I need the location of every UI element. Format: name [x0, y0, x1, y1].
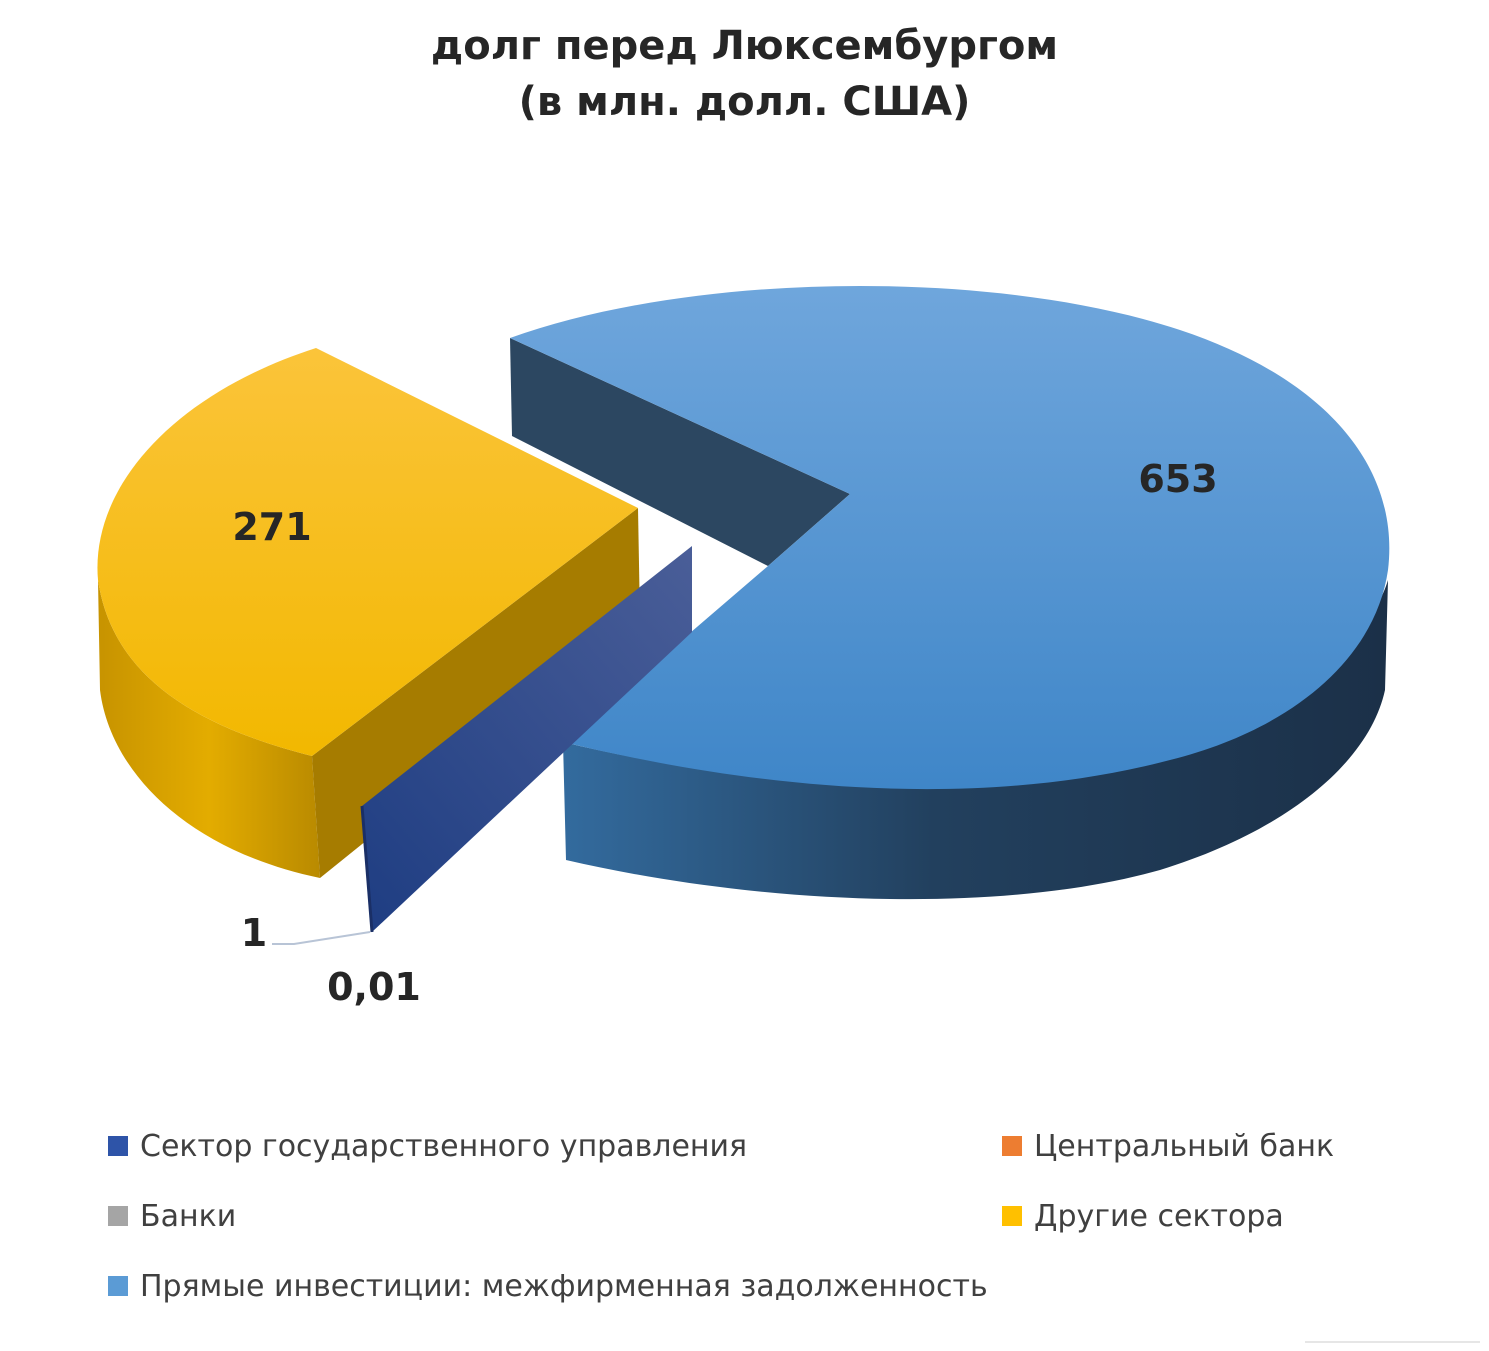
leader-line-banks	[272, 931, 371, 945]
slice-government-wall	[362, 546, 692, 932]
slice-direct-investment	[510, 285, 1390, 900]
chart-title: долг перед Люксембургом (в млн. долл. СШ…	[0, 18, 1489, 130]
data-label-banks: 1	[241, 911, 267, 955]
legend-item-banks: Банки	[108, 1196, 236, 1236]
legend-swatch-government	[108, 1136, 128, 1156]
legend-label-central-bank: Центральный банк	[1034, 1128, 1335, 1164]
chart-title-line-1: долг перед Люксембургом	[430, 23, 1059, 69]
legend-swatch-banks	[108, 1206, 128, 1226]
slice-government	[360, 546, 692, 933]
data-label-other-sectors: 271	[232, 505, 311, 549]
legend-label-government: Сектор государственного управления	[140, 1128, 748, 1164]
legend-item-direct-investment: Прямые инвестиции: межфирменная задолжен…	[108, 1266, 988, 1306]
chart-title-line-2: (в млн. долл. США)	[518, 79, 971, 125]
data-label-direct-investment: 653	[1138, 457, 1217, 501]
legend-swatch-direct-investment	[108, 1276, 128, 1296]
legend-label-banks: Банки	[140, 1198, 237, 1234]
slice-other-sectors-side	[98, 580, 320, 878]
slice-government-edge	[360, 805, 374, 933]
slice-other-sectors-top	[97, 348, 639, 756]
legend-item-government: Сектор государственного управления	[108, 1126, 747, 1166]
slice-direct-investment-inner-wall	[510, 338, 850, 566]
legend-item-other-sectors: Другие сектора	[1002, 1196, 1284, 1236]
slice-direct-investment-top	[510, 285, 1390, 790]
legend-swatch-central-bank	[1002, 1136, 1022, 1156]
legend-label-other-sectors: Другие сектора	[1034, 1198, 1284, 1234]
legend-item-central-bank: Центральный банк	[1002, 1126, 1334, 1166]
legend-swatch-other-sectors	[1002, 1206, 1022, 1226]
data-label-government: 0,01	[327, 965, 421, 1009]
legend-label-direct-investment: Прямые инвестиции: межфирменная задолжен…	[140, 1268, 988, 1304]
slice-direct-investment-side	[563, 580, 1388, 900]
